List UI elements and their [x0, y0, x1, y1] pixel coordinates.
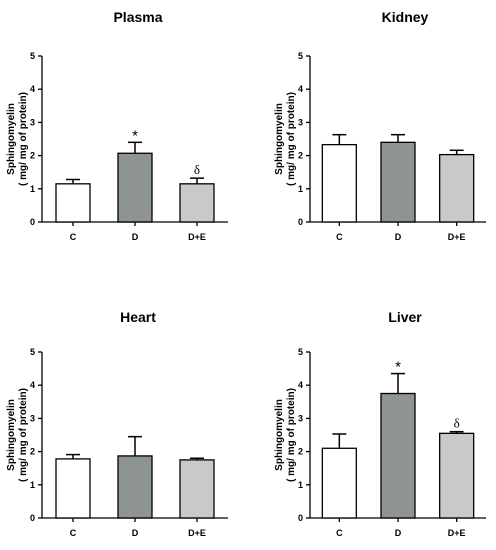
y-tick-label: 1 [298, 184, 303, 194]
y-tick-label: 4 [298, 84, 303, 94]
x-tick-label: D [395, 232, 402, 242]
significance-delta: δ [454, 416, 460, 431]
y-tick-label: 1 [298, 480, 303, 490]
bar-c [321, 143, 357, 223]
chart-title: Heart [120, 309, 156, 325]
y-axis-label: Sphingomyelin( mg/ mg of protein) [274, 92, 297, 186]
y-axis-label-line: Sphingomyelin [6, 399, 17, 471]
x-tick-label: D [132, 528, 139, 538]
y-tick-label: 0 [30, 513, 35, 523]
bar-c [55, 458, 91, 519]
bar-d [117, 152, 153, 223]
y-tick-label: 2 [30, 151, 35, 161]
x-tick-label: C [336, 528, 343, 538]
significance-delta: δ [194, 162, 200, 177]
bar-d-e [439, 432, 475, 519]
y-axis-label: Sphingomyelin( mg/ mg of protein) [274, 388, 297, 482]
bar-d-e [179, 459, 215, 519]
significance-star: * [395, 359, 401, 376]
significance-star: * [132, 127, 138, 144]
y-tick-label: 0 [30, 217, 35, 227]
y-tick-label: 3 [30, 117, 35, 127]
x-tick-label: D [132, 232, 139, 242]
y-tick-label: 3 [298, 413, 303, 423]
y-axis-label-line: Sphingomyelin [274, 103, 285, 175]
y-tick-label: 5 [30, 51, 35, 61]
chart-plasma: Plasma Sphingomyelin( mg/ mg of protein) 0… [6, 9, 228, 242]
y-axis-label-line: Sphingomyelin [274, 399, 285, 471]
bar-c [321, 447, 357, 519]
y-tick-label: 4 [30, 380, 35, 390]
y-axis-label-line: ( mg/ mg of protein) [18, 388, 29, 482]
bar-d [380, 141, 416, 223]
chart-kidney: Kidney Sphingomyelin( mg/ mg of protein) 0… [274, 9, 486, 242]
bar-d-e [439, 153, 475, 223]
y-tick-label: 0 [298, 217, 303, 227]
y-tick-label: 2 [30, 447, 35, 457]
x-tick-label: D+E [188, 528, 206, 538]
y-tick-label: 2 [298, 447, 303, 457]
x-tick-label: D [395, 528, 402, 538]
bar-d [117, 455, 153, 519]
x-tick-label: C [70, 528, 77, 538]
y-tick-label: 3 [298, 117, 303, 127]
y-axis-label-line: ( mg/ mg of protein) [286, 92, 297, 186]
bar-d-e [179, 183, 215, 223]
chart-heart: Heart Sphingomyelin( mg/ mg of protein) 0 1… [6, 309, 228, 538]
chart-title: Plasma [113, 9, 162, 25]
x-tick-label: D+E [188, 232, 206, 242]
y-tick-label: 1 [30, 184, 35, 194]
y-tick-label: 5 [298, 51, 303, 61]
y-axis-label: Sphingomyelin( mg/ mg of protein) [6, 388, 29, 482]
y-axis-label: Sphingomyelin( mg/ mg of protein) [6, 92, 29, 186]
x-tick-label: D+E [448, 232, 466, 242]
x-tick-label: C [336, 232, 343, 242]
y-axis-label-line: ( mg/ mg of protein) [18, 92, 29, 186]
y-tick-label: 0 [298, 513, 303, 523]
chart-title: Kidney [382, 9, 429, 25]
x-tick-label: D+E [448, 528, 466, 538]
y-tick-label: 5 [298, 347, 303, 357]
y-tick-label: 1 [30, 480, 35, 490]
y-axis-label-line: Sphingomyelin [6, 103, 17, 175]
bar-c [55, 183, 91, 223]
chart-liver: Liver Sphingomyelin( mg/ mg of protein) 0 1… [274, 309, 486, 538]
y-tick-label: 4 [298, 380, 303, 390]
x-tick-label: C [70, 232, 77, 242]
y-tick-label: 2 [298, 151, 303, 161]
y-axis-label-line: ( mg/ mg of protein) [286, 388, 297, 482]
y-tick-label: 4 [30, 84, 35, 94]
chart-title: Liver [388, 309, 422, 325]
y-tick-label: 3 [30, 413, 35, 423]
y-tick-label: 5 [30, 347, 35, 357]
bar-d [380, 392, 416, 519]
